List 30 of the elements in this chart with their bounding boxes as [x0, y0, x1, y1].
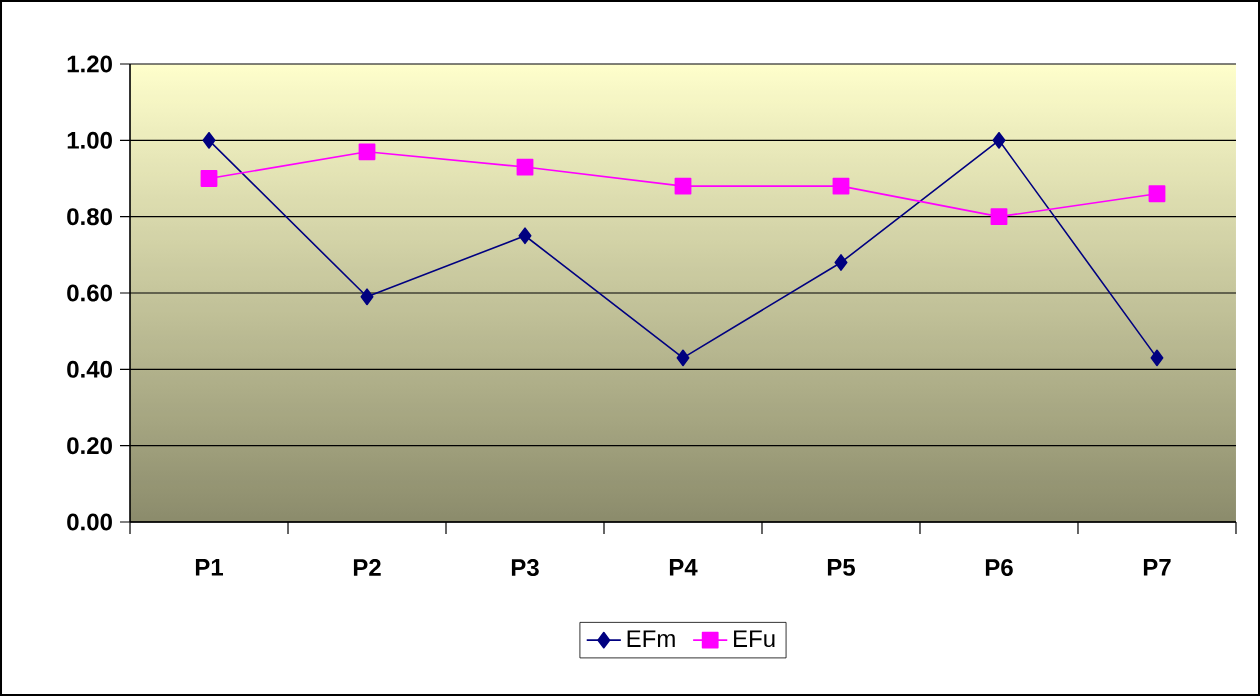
- x-tick-label: P2: [353, 559, 381, 576]
- point: [202, 131, 216, 149]
- x-tick-label: P5: [827, 559, 855, 576]
- point: [360, 288, 374, 306]
- x-tick-label: P1: [195, 559, 224, 576]
- point: [832, 177, 850, 195]
- point: [516, 158, 534, 176]
- x-tick-label: P6: [985, 559, 1013, 577]
- point: [676, 349, 690, 367]
- point: [992, 131, 1006, 149]
- point: [200, 170, 218, 187]
- x-tick-label: P3: [511, 559, 539, 577]
- point: [674, 177, 692, 195]
- y-tick-label: 1.20: [67, 55, 112, 73]
- x-tick-label: P7: [1143, 559, 1171, 576]
- point: [834, 254, 848, 271]
- legend-label: EFm: [627, 630, 675, 647]
- x-tick-label: P4: [669, 559, 698, 576]
- y-tick-label: 0.20: [67, 437, 112, 455]
- y-tick-label: 0.60: [67, 284, 112, 302]
- legend-label: EFu: [734, 630, 775, 648]
- y-tick-label: 0.80: [67, 208, 112, 226]
- y-tick-label: 0.40: [67, 360, 112, 378]
- point: [990, 208, 1008, 226]
- y-tick-label: 1.00: [67, 131, 112, 149]
- point: [1150, 349, 1164, 367]
- point: [1148, 185, 1166, 203]
- point: [518, 227, 532, 245]
- y-tick-label: 0.00: [67, 513, 112, 531]
- point: [358, 143, 376, 161]
